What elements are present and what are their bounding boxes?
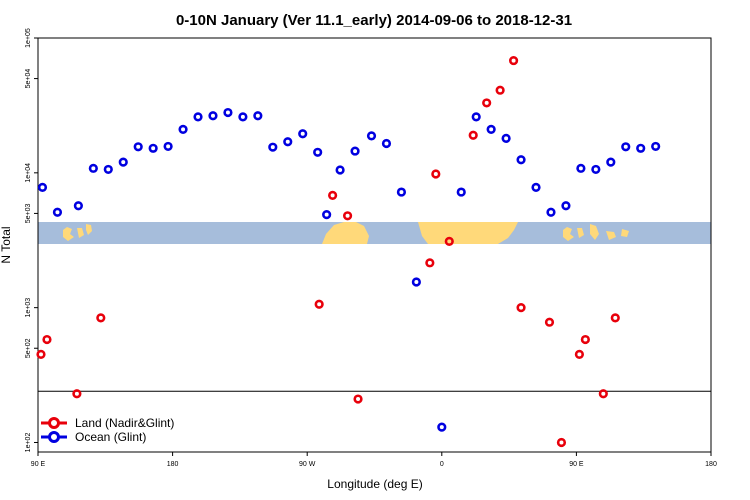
land-shape-maritime-continent [63,224,92,241]
ocean-point [322,209,332,220]
ocean-point [501,133,511,144]
ocean-point [456,187,466,197]
land-point [96,313,106,323]
x-tick-label: 90 E [31,461,46,468]
ocean-point [52,207,63,217]
map-land-shapes [63,222,629,244]
legend-marker-ocean [48,431,60,443]
ocean-point [208,111,218,121]
land-point [353,394,363,404]
ocean-point [163,141,173,152]
ocean-point [298,129,308,139]
ocean-point [381,138,392,149]
ocean-point [396,187,407,197]
x-tick-label: 180 [167,461,179,468]
ocean-point [621,142,631,152]
map-ocean-band [38,222,711,244]
ocean-point [516,155,526,165]
land-point [36,349,46,360]
ocean-point [531,182,541,192]
land-point [72,389,82,399]
land-point [610,313,620,323]
land-shape-africa [418,222,518,244]
y-axis: 1e+02 5e+02 1e+03 5e+03 1e+04 5e+04 1e+05 [25,28,38,452]
y-tick-label: 1e+04 [25,163,32,183]
ocean-point [73,201,83,211]
ocean-point [313,147,323,157]
land-point [425,258,435,268]
x-tick-label: 0 [440,461,444,468]
ocean-point [471,112,481,122]
land-point [431,169,441,179]
ocean-point [103,164,113,175]
ocean-point [335,165,345,175]
ocean-point [193,112,203,122]
ocean-point [350,146,360,156]
land-point [495,85,505,95]
legend-marker-land [48,417,60,429]
ocean-point [561,201,571,211]
land-point [42,334,52,345]
legend-label-land: Land (Nadir&Glint) [75,416,174,430]
land-point [544,317,555,327]
ocean-point [437,422,447,432]
ocean-point [268,142,278,152]
ocean-point [148,143,158,153]
land-point [482,98,492,108]
ocean-point [88,163,98,173]
ocean-point [636,143,646,153]
y-tick-label: 1e+05 [25,28,32,48]
land-shape-maritime-continent-east [563,224,629,241]
y-tick-label: 5e+04 [25,69,32,89]
land-point [516,303,526,313]
land-point [580,334,590,345]
land-shape-south-america [322,222,369,244]
ocean-point [411,277,421,287]
land-point [328,190,338,201]
x-tick-label: 90 E [569,461,584,468]
ocean-point [133,142,143,152]
land-point [468,130,478,140]
ocean-point [223,107,233,118]
ocean-point [366,131,377,141]
ocean-point [238,112,248,122]
ocean-point [606,157,616,167]
y-axis-label: N Total [0,226,13,263]
plot-frame [37,37,712,453]
ocean-point [576,163,586,173]
land-point [574,349,584,360]
land-point [444,236,454,247]
ocean-point [253,111,263,121]
y-tick-label: 5e+02 [25,338,32,358]
ocean-point [591,164,601,175]
data-points [36,55,661,448]
land-point [556,437,567,448]
x-axis: 90 E 180 90 W 0 90 E 180 [31,452,717,468]
land-point [598,389,608,399]
ocean-point [283,137,293,147]
ocean-point [178,124,188,134]
map-strip [38,222,711,244]
land-point [342,211,353,221]
land-point [508,55,519,66]
ocean-point [118,157,128,167]
land-point [314,299,324,309]
legend-label-ocean: Ocean (Glint) [75,430,146,444]
y-tick-label: 1e+03 [25,298,32,318]
y-tick-label: 1e+02 [25,433,32,453]
x-axis-label: Longitude (deg E) [327,477,422,491]
ocean-point [546,207,556,217]
x-tick-label: 90 W [299,461,316,468]
x-tick-label: 180 [705,461,717,468]
legend: Land (Nadir&Glint) Ocean (Glint) [41,416,174,444]
chart-title: 0-10N January (Ver 11.1_early) 2014-09-0… [176,12,572,29]
y-tick-label: 5e+03 [25,203,32,223]
ocean-point [37,182,48,192]
ocean-point [651,141,661,152]
ocean-point [486,124,496,134]
